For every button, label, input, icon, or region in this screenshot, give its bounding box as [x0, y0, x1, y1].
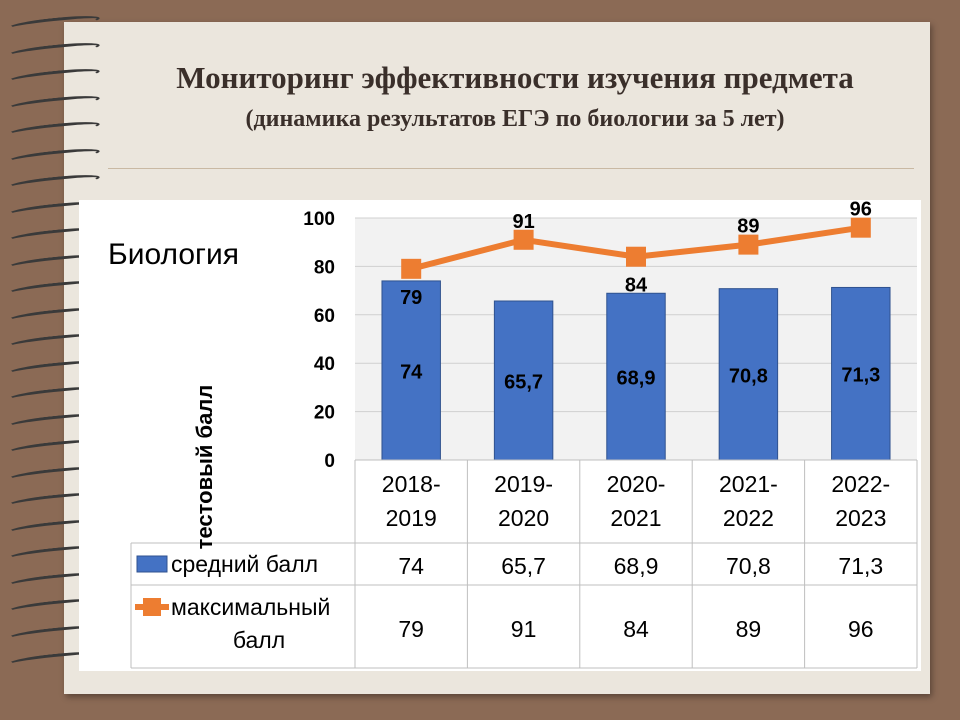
bar-2020-2021: [606, 292, 666, 461]
x-category-label: 2020-: [607, 471, 666, 497]
x-category-label: 2022-: [831, 471, 890, 497]
chart-label: Биология: [108, 238, 239, 271]
bar-value-label: 68,9: [617, 368, 656, 390]
legend-label-max-1: максимальный: [171, 594, 330, 620]
bar-2022-2023: [831, 286, 891, 461]
line-marker-2019-2020: [513, 229, 534, 250]
bar-2021-2022: [718, 288, 779, 461]
x-category-label: 2019: [386, 505, 437, 531]
line-value-label: 89: [737, 216, 759, 238]
bar-value-label: 70,8: [729, 365, 768, 387]
y-tick-label: 80: [314, 257, 335, 278]
legend-swatch-bar: [136, 555, 168, 573]
x-category-label: 2021: [610, 505, 661, 531]
combo-chart: 0 20 40 60 80 100 74 65,7 68,9 70,8 71,3 79 91 84 89 96…: [130, 199, 918, 669]
spiral-ring: [7, 39, 101, 60]
table-cell-avg: 74: [398, 553, 424, 579]
y-tick-label: 100: [303, 209, 335, 230]
table-cell-max: 84: [623, 616, 649, 642]
page-title: Мониторинг эффективности изучения предме…: [176, 60, 854, 95]
spiral-ring: [7, 92, 101, 113]
bar-2018-2019: [381, 280, 441, 461]
x-category-label: 2018-: [382, 471, 441, 497]
y-tick-label: 0: [324, 451, 335, 472]
y-tick-label: 40: [314, 354, 335, 375]
table-cell-avg: 71,3: [838, 553, 883, 579]
x-category-label: 2021-: [719, 471, 778, 497]
x-category-label: 2022: [723, 505, 774, 531]
table-cell-avg: 70,8: [726, 553, 771, 579]
line-value-label: 91: [512, 211, 534, 233]
legend-label-avg: средний балл: [171, 551, 318, 577]
bar-value-label: 71,3: [841, 365, 880, 387]
bar-value-label: 74: [400, 361, 423, 383]
x-category-label: 2020: [498, 505, 549, 531]
table-cell-avg: 68,9: [614, 553, 659, 579]
table-cell-max: 89: [736, 616, 762, 642]
line-value-label: 96: [850, 199, 872, 221]
y-axis-title: тестовый балл: [192, 384, 217, 550]
table-cell-avg: 65,7: [501, 553, 546, 579]
line-value-label: 84: [625, 275, 648, 297]
bar-value-label: 65,7: [504, 372, 543, 394]
spiral-ring: [7, 145, 101, 166]
line-marker-2021-2022: [738, 234, 759, 255]
x-category-label: 2023: [835, 505, 886, 531]
line-marker-2020-2021: [626, 246, 646, 267]
line-value-label: 79: [400, 287, 422, 309]
line-marker-2018-2019: [401, 258, 422, 279]
spiral-ring: [7, 66, 101, 86]
bar-2019-2020: [493, 300, 554, 461]
legend-swatch-marker: [143, 598, 161, 616]
title-divider: [108, 168, 914, 169]
spiral-ring: [7, 119, 101, 139]
table-cell-max: 91: [511, 616, 537, 642]
table-cell-max: 79: [398, 616, 424, 642]
y-tick-label: 20: [314, 403, 335, 424]
x-category-label: 2019-: [494, 471, 553, 497]
chart-card: 0 20 40 60 80 100 74 65,7 68,9 70,8 71,3 79 91 84 89 96…: [79, 199, 921, 671]
spiral-ring: [7, 172, 101, 192]
y-tick-label: 60: [314, 306, 335, 327]
legend-label-max-2: балл: [233, 627, 285, 653]
table-cell-max: 96: [848, 616, 874, 642]
page-subtitle: (динамика результатов ЕГЭ по биологии за…: [245, 106, 785, 132]
line-marker-2022-2023: [850, 217, 871, 238]
spiral-ring: [7, 13, 101, 33]
